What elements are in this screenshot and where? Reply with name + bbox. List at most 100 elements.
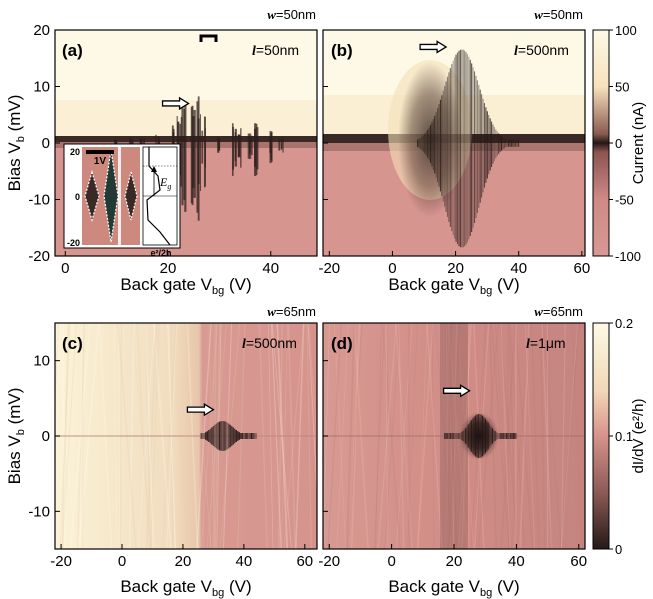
inset-y-tick: 0	[75, 192, 80, 202]
panel-d-width-label: w=65nm	[534, 304, 583, 319]
panel-d-x-label: Back gate Vbg (V)	[388, 577, 519, 599]
x-tick-label: 40	[262, 260, 279, 277]
panel-b-arrow	[419, 40, 448, 54]
panel-c-length-label: l=500nm	[242, 335, 297, 352]
colorbar-tick-label: -50	[615, 193, 634, 208]
panel-b-width-label: w=50nm	[534, 7, 583, 22]
y-tick-label: 20	[33, 22, 50, 39]
panel-c-y-ticks: 10 0 -10	[28, 353, 60, 520]
x-tick-label: -20	[318, 260, 340, 277]
conductance-colorbar: 0.2 0.1 0 dI/dV (e²/h)	[592, 316, 647, 557]
y-tick-label: -20	[28, 248, 50, 265]
x-tick-label: 20	[160, 260, 177, 277]
panel-d-gap-streaks	[443, 412, 517, 460]
texture-line	[578, 323, 585, 398]
panel-d-texture	[323, 323, 585, 549]
panel-b-length-label: l=500nm	[514, 42, 569, 59]
inset-gap-label: Eg	[159, 175, 171, 191]
x-tick-label: -20	[318, 553, 340, 570]
inset-coulomb-diamond	[124, 171, 138, 221]
panel-b-x-ticks: -20 0 20 40 60	[318, 251, 590, 277]
panel-a-y-ticks: 20 10 0 -10 -20	[28, 22, 60, 265]
panel-b-label: (b)	[331, 41, 353, 60]
panel-b-x-label: Back gate Vbg (V)	[388, 275, 519, 297]
arrow-marker	[186, 402, 215, 417]
colorbar-tick-label: 0	[615, 136, 622, 151]
panel-d-label: (d)	[331, 334, 353, 353]
x-tick-label: 0	[118, 553, 126, 570]
current-colorbar: 100 50 0 -50 -100 Current (nA)	[592, 23, 647, 264]
y-tick-label: 10	[33, 79, 50, 96]
y-tick-label: 10	[33, 353, 50, 370]
x-tick-label: 60	[573, 260, 590, 277]
panel-b-gap-streaks	[417, 49, 520, 248]
panel-a-width-label: w=50nm	[267, 7, 316, 22]
inset-y-tick: 20	[70, 147, 80, 157]
x-tick-label: 0	[388, 260, 396, 277]
arrow-marker	[161, 96, 190, 111]
x-tick-label: 40	[510, 260, 527, 277]
y-tick-label: 0	[42, 135, 50, 152]
colorbar-tick-label: 0.2	[615, 316, 633, 331]
inset-coulomb-diamond	[103, 149, 119, 243]
x-tick-label: 20	[446, 553, 463, 570]
x-tick-label: 60	[296, 553, 313, 570]
panel-a-bracket	[199, 34, 218, 42]
arrow-marker	[419, 40, 448, 54]
x-tick-label: 0	[61, 260, 69, 277]
inset-x-label: e²/2h	[150, 248, 171, 258]
inset-scale-bar	[86, 150, 114, 154]
y-tick-label: 0	[42, 428, 50, 445]
colorbar-tick-label: -100	[615, 249, 641, 264]
x-tick-label: 40	[236, 553, 253, 570]
panel-a-x-label: Back gate Vbg (V)	[120, 275, 251, 297]
x-tick-label: 60	[570, 553, 587, 570]
panel-d: -20 0 20 40 60 (d) l=1μm w=65nm Back gate Vb…	[318, 304, 587, 599]
panel-c: -20 0 20 40 60 10 0 -10 (c) l=500nm w=65nm Bac…	[5, 304, 318, 599]
panel-c-x-ticks: -20 0 20 40 60	[50, 544, 313, 570]
inset-scale-label: 1V	[94, 156, 107, 167]
panel-a-length-label: l=50nm	[252, 42, 299, 59]
panel-a-label: (a)	[62, 41, 83, 60]
panel-a-inset: 1V 20 0 -20 Eg e²/2h	[63, 143, 181, 258]
colorbar-tick-label: 0	[615, 542, 622, 557]
panel-c-heatmap	[55, 323, 317, 549]
x-tick-label: 20	[175, 553, 192, 570]
inset-y-tick: -20	[67, 238, 80, 248]
panel-c-width-label: w=65nm	[267, 304, 316, 319]
conductance-colorbar-label: dI/dV (e²/h)	[630, 398, 647, 473]
colorbar-tick-label: 50	[615, 80, 629, 95]
inset-conductance-curve	[146, 147, 171, 246]
current-colorbar-ticks: 100 50 0 -50 -100	[609, 23, 641, 264]
conductance-colorbar-scale	[592, 322, 610, 550]
panel-b-y-ticks	[323, 29, 328, 257]
inset-coulomb-diamond	[84, 169, 100, 223]
current-colorbar-scale	[592, 29, 610, 257]
panel-a: 0 20 40 20 10 0 -10 -20 1V 20 0 -20 Eg e²/2h	[5, 7, 318, 297]
panel-b: -20 0 20 40 60 (b) l=500nm w=50nm Back gate …	[318, 7, 590, 297]
panel-c-arrow	[186, 402, 215, 417]
y-tick-label: -10	[28, 503, 50, 520]
panel-c-gap-streaks	[200, 421, 257, 451]
x-tick-label: 40	[508, 553, 525, 570]
panel-d-length-label: l=1μm	[526, 335, 566, 352]
panel-d-x-ticks: -20 0 20 40 60	[318, 544, 587, 570]
colorbar-tick-label: 0.1	[615, 429, 633, 444]
panel-d-heatmap	[323, 323, 585, 549]
panel-a-arrow	[161, 96, 190, 111]
panel-d-arrow	[442, 384, 471, 398]
y-tick-label: -10	[28, 192, 50, 209]
panel-c-x-label: Back gate Vbg (V)	[120, 577, 251, 599]
x-tick-label: -20	[50, 553, 72, 570]
current-colorbar-label: Current (nA)	[630, 102, 647, 185]
panel-c-y-label: Bias Vb (mV)	[5, 388, 27, 485]
x-tick-label: 0	[387, 553, 395, 570]
x-tick-label: 20	[447, 260, 464, 277]
colorbar-tick-label: 100	[615, 23, 637, 38]
panel-a-y-label: Bias Vb (mV)	[5, 95, 27, 192]
panel-c-label: (c)	[62, 334, 83, 353]
arrow-marker	[442, 384, 471, 398]
panel-a-x-ticks: 0 20 40	[61, 251, 279, 277]
panel-d-y-ticks	[323, 360, 328, 512]
conductance-colorbar-ticks: 0.2 0.1 0	[609, 316, 633, 557]
